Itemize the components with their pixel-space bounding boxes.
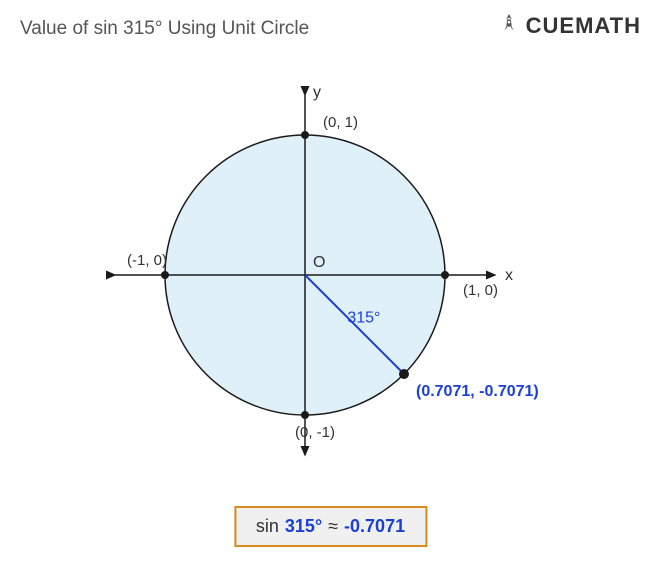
unit-point (301, 131, 309, 139)
brand-text: CUEMATH (526, 13, 641, 39)
rocket-icon (498, 12, 520, 39)
brand-logo: CUEMATH (498, 12, 641, 39)
unit-point-label: (0, 1) (323, 114, 358, 131)
result-approx: ≈ (328, 516, 338, 537)
unit-point (441, 271, 449, 279)
x-axis-label: x (505, 267, 513, 284)
result-box: sin 315° ≈ -0.7071 (234, 506, 427, 547)
page-title: Value of sin 315° Using Unit Circle (20, 18, 309, 40)
angle-point-label: (0.7071, -0.7071) (416, 383, 539, 400)
result-angle: 315° (285, 516, 322, 537)
y-axis-label: y (313, 84, 321, 101)
angle-point (399, 369, 409, 379)
unit-point-label: (0, -1) (295, 424, 335, 441)
result-prefix: sin (256, 516, 279, 537)
angle-label: 315° (347, 309, 380, 326)
unit-point-label: (-1, 0) (127, 252, 167, 269)
unit-point (161, 271, 169, 279)
unit-point (301, 411, 309, 419)
unit-point-label: (1, 0) (463, 282, 498, 299)
origin-label: O (313, 254, 325, 271)
unit-circle-diagram: x y O (1, 0) (-1, 0) (0, 1) (0, -1) 315° (0.7071… (0, 55, 661, 495)
result-value: -0.7071 (344, 516, 405, 537)
